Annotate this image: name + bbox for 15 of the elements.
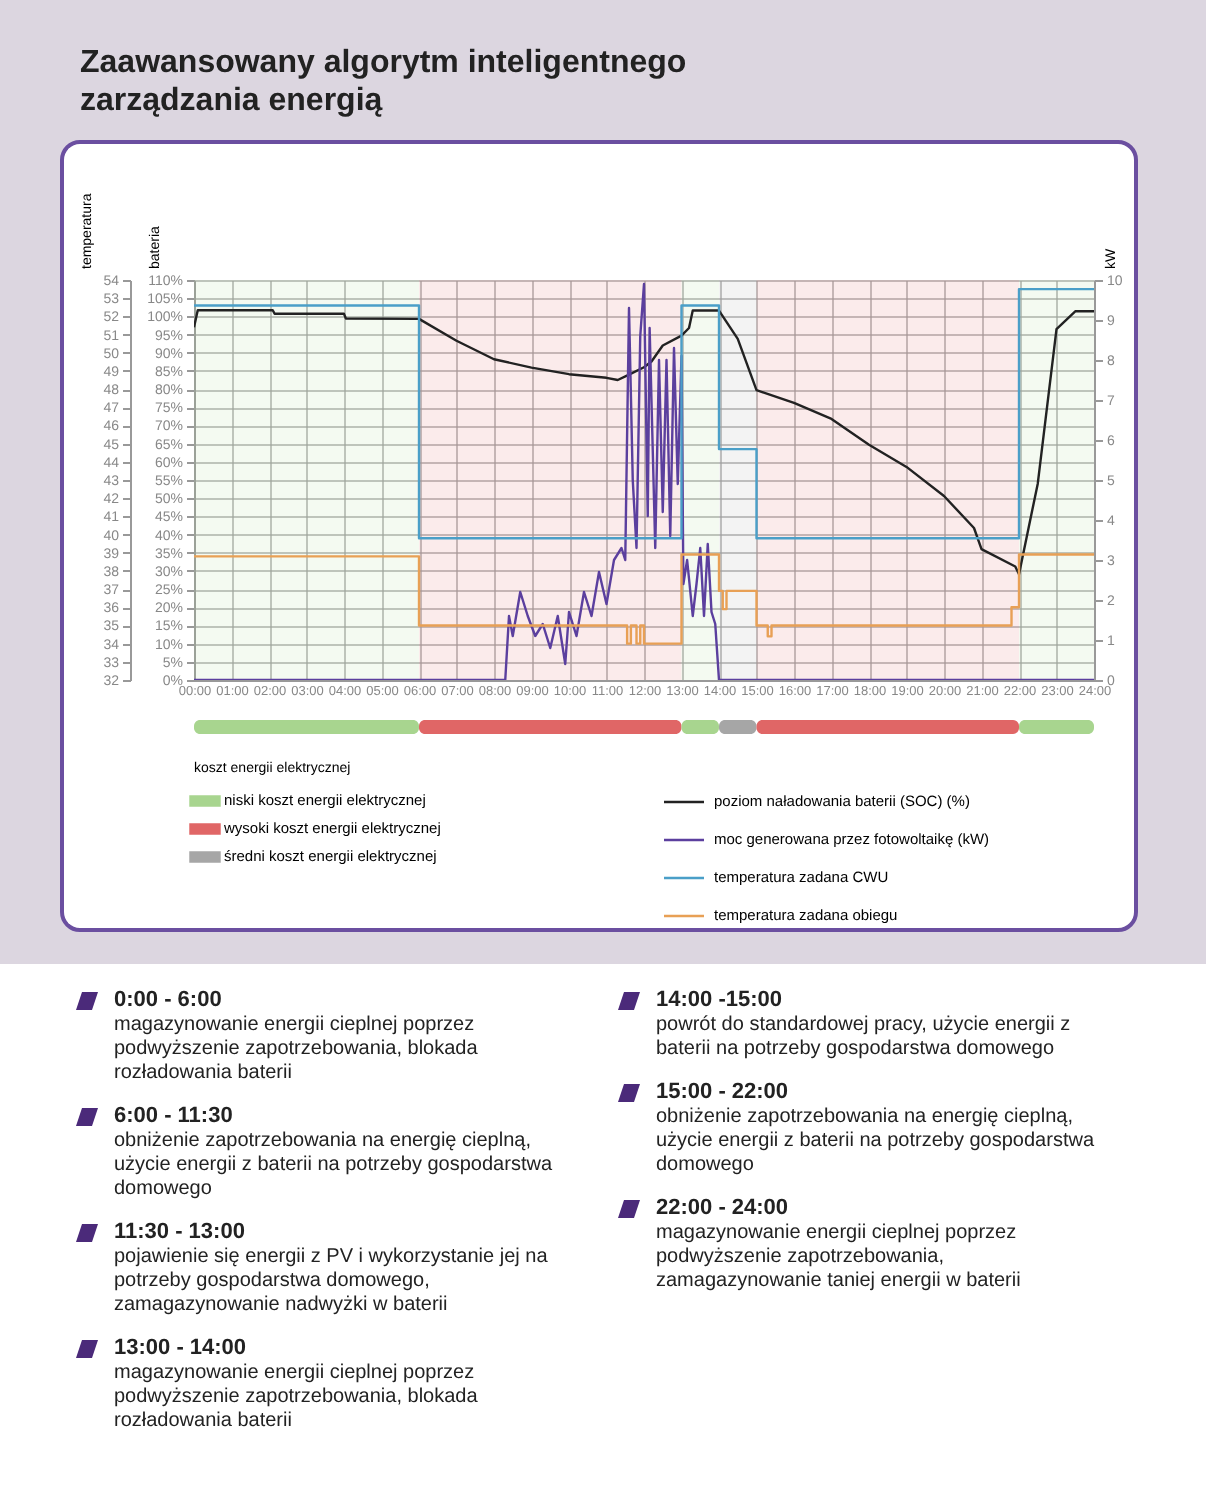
text: 6:00 - 11:30: [114, 1104, 235, 1130]
text: 15:00 - 22:00: [656, 1080, 791, 1106]
text: magazynowanie energii cieplnej poprzez podwyższenie zapotrzebowania, zamagazynowanie taniej energii w baterii: [656, 1222, 1023, 1294]
text: magazynowanie energii cieplnej poprzez podwyższenie zapotrzebowania, blokada rozładowania baterii: [114, 1362, 480, 1434]
text: obniżenie zapotrzebowania na energię cieplną, użycie energii z baterii na potrzeby gospodarstwa domowego: [656, 1106, 1097, 1178]
text: pojawienie się energii z PV i wykorzystanie jej na potrzeby gospodarstwa domowego, zamagazynowanie nadwyżki w baterii: [114, 1246, 550, 1318]
chart-title: Zaawansowany algorytm inteligentnego zarządzania energią: [80, 44, 689, 120]
text: powrót do standardowej pracy, użycie energii z baterii na potrzeby gospodarstwa domowego: [656, 1014, 1073, 1062]
text: magazynowanie energii cieplnej poprzez podwyższenie zapotrzebowania, blokada rozładowania baterii: [114, 1014, 480, 1086]
text: 0:00 - 6:00: [114, 988, 224, 1014]
text: 14:00 -15:00: [656, 988, 784, 1014]
text: obniżenie zapotrzebowania na energię cieplną, użycie energii z baterii na potrzeby gospodarstwa domowego: [114, 1130, 555, 1202]
text: 11:30 - 13:00: [114, 1220, 247, 1246]
text: 13:00 - 14:00: [114, 1336, 249, 1362]
text: 22:00 - 24:00: [656, 1196, 791, 1222]
